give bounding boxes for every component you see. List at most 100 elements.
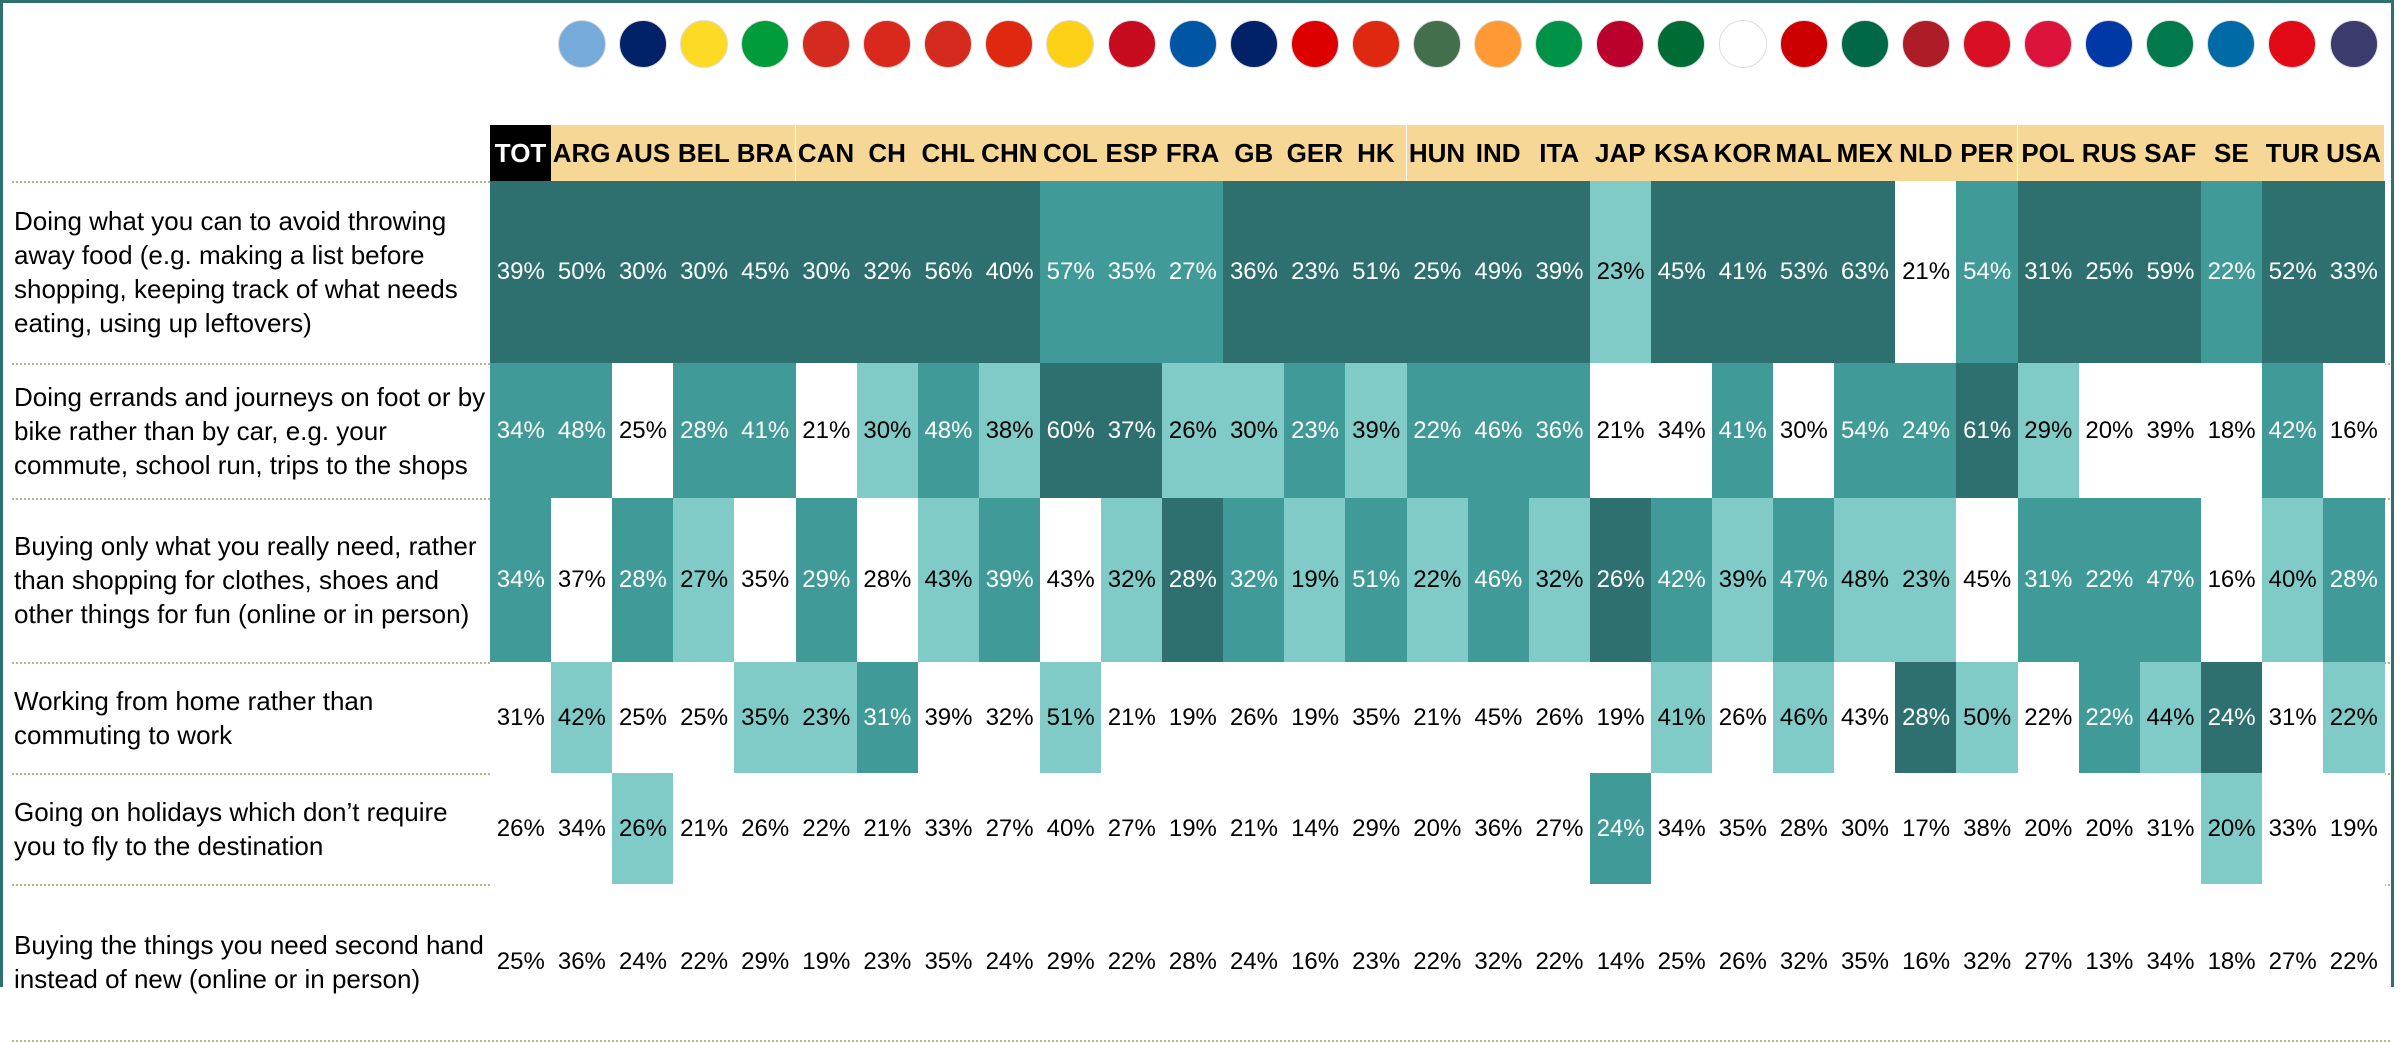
column-header: USA [2323,125,2385,181]
value-cell: 24% [1589,773,1652,884]
column-header: CHN [978,125,1040,181]
value-cell: 47% [1773,498,1835,662]
column-header: TOT [490,125,552,181]
column-header: FRA [1162,125,1224,181]
value-cell: 24% [2200,662,2263,773]
value-cell: 44% [2139,662,2202,773]
value-cell: 25% [2078,181,2141,363]
value-cell: 51% [1345,498,1407,662]
value-cell: 22% [2323,662,2385,773]
value-cell: 48% [1834,498,1896,662]
flag-icon [2146,20,2195,68]
value-cell: 51% [1345,181,1407,363]
value-cell: 34% [490,498,552,662]
value-cell: 31% [490,662,552,773]
value-cell: 42% [551,662,613,773]
flag-icon [2207,20,2256,68]
value-cell: 31% [856,662,919,773]
value-cell: 39% [1528,181,1591,363]
row-label: Buying the things you need second hand i… [14,930,484,994]
column-header: COL [1039,125,1101,181]
value-cell: 20% [2078,363,2141,498]
value-cell: 39% [978,498,1041,662]
column-header: JAP [1589,125,1651,181]
row-label: Working from home rather than commuting … [14,685,374,750]
value-cell: 19% [2323,773,2385,884]
column-header: TUR [2261,125,2323,181]
column-header: CH [856,125,918,181]
value-cell: 21% [1406,662,1469,773]
flag-icon [1107,20,1156,68]
value-cell: 31% [2017,181,2080,363]
value-cell: 26% [612,773,674,884]
flag-icon [1657,20,1706,68]
value-cell: 39% [1345,363,1407,498]
flag-icon [1046,20,1095,68]
value-cell: 35% [1712,773,1774,884]
flag-icon [2024,20,2073,68]
value-cell: 37% [551,498,613,662]
flag-icon [802,20,851,68]
value-cell: 63% [1834,181,1896,363]
column-header: BRA [734,125,796,181]
flag-icon [1290,20,1339,68]
column-header: ITA [1528,125,1590,181]
value-cell: 38% [978,363,1041,498]
value-cell: 38% [1956,773,2018,884]
column-header: CHL [917,125,979,181]
flag-icon [1474,20,1523,68]
value-cell: 16% [1284,884,1346,1040]
value-cell: 49% [1467,181,1530,363]
value-cell: 14% [1284,773,1346,884]
column-header: NLD [1895,125,1957,181]
column-header: ARG [551,125,613,181]
value-cell: 34% [2139,884,2202,1040]
value-cell: 34% [490,363,552,498]
value-cell: 30% [612,181,674,363]
value-cell: 42% [2261,363,2324,498]
value-cell: 26% [490,773,552,884]
value-cell: 33% [2261,773,2324,884]
flag-icon [1413,20,1462,68]
value-cell: 31% [2261,662,2324,773]
value-cell: 27% [2261,884,2324,1040]
value-cell: 41% [1712,363,1774,498]
value-cell: 23% [856,884,919,1040]
value-cell: 22% [795,773,858,884]
flag-icon [557,20,606,68]
flag-icon [740,20,789,68]
value-cell: 22% [1528,884,1591,1040]
column-header: BEL [673,125,735,181]
row-label: Going on holidays which don’t require yo… [14,796,448,861]
value-cell: 46% [1467,363,1530,498]
value-cell: 29% [1345,773,1407,884]
value-cell: 23% [795,662,858,773]
value-cell: 33% [2323,181,2385,363]
value-cell: 25% [612,363,674,498]
flag-icon [1229,20,1278,68]
column-header: MEX [1834,125,1896,181]
column-header: MAL [1773,125,1835,181]
value-cell: 16% [2200,498,2263,662]
value-cell: 27% [1528,773,1591,884]
column-header: CAN [795,125,857,181]
value-cell: 57% [1039,181,1102,363]
value-cell: 28% [673,363,735,498]
value-cell: 24% [978,884,1041,1040]
flag-icon [618,20,667,68]
value-cell: 26% [1589,498,1652,662]
value-cell: 22% [2017,662,2080,773]
value-cell: 35% [1101,181,1163,363]
value-cell: 35% [1834,884,1896,1040]
value-cell: 54% [1834,363,1896,498]
value-cell: 21% [795,363,858,498]
value-cell: 39% [917,662,980,773]
value-cell: 40% [978,181,1041,363]
value-cell: 36% [1528,363,1591,498]
value-cell: 32% [1467,884,1530,1040]
value-cell: 27% [1162,181,1224,363]
column-header: KSA [1650,125,1712,181]
value-cell: 25% [1650,884,1713,1040]
value-cell: 23% [1284,181,1346,363]
value-cell: 22% [2323,884,2385,1040]
